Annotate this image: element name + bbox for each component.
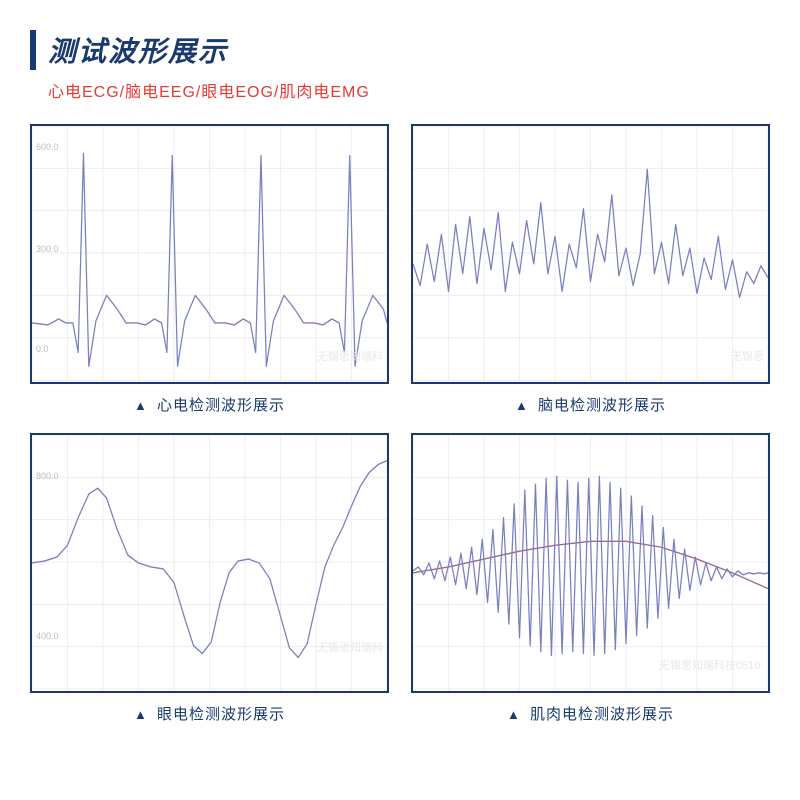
page-title: 测试波形展示: [48, 30, 770, 70]
panel-ecg: 600.0300.00.0无锡思知瑞科▲ 心电检测波形展示: [30, 124, 389, 415]
caption-emg: ▲ 肌肉电检测波形展示: [507, 703, 674, 724]
chart-ecg: 600.0300.00.0无锡思知瑞科: [30, 124, 389, 384]
chart-eeg: 无锡思: [411, 124, 770, 384]
caption-text: 肌肉电检测波形展示: [530, 706, 674, 723]
page-subtitle: 心电ECG/脑电EEG/眼电EOG/肌肉电EMG: [48, 78, 770, 102]
chart-emg: 无锡思知瑞科技0510-: [411, 433, 770, 693]
panel-eog: 800.0400.0无锡思知瑞科▲ 眼电检测波形展示: [30, 433, 389, 724]
chart-grid: 600.0300.00.0无锡思知瑞科▲ 心电检测波形展示无锡思▲ 脑电检测波形…: [30, 124, 770, 724]
y-axis-label: 0.0: [36, 344, 49, 354]
panel-eeg: 无锡思 ▲ 脑电检测波形展示: [411, 124, 770, 415]
caption-text: 脑电检测波形展示: [538, 397, 666, 414]
triangle-icon: ▲: [507, 707, 521, 722]
triangle-icon: ▲: [134, 398, 148, 413]
chart-eog: 800.0400.0无锡思知瑞科: [30, 433, 389, 693]
y-axis-label: 600.0: [36, 142, 59, 152]
triangle-icon: ▲: [515, 398, 529, 413]
caption-text: 眼电检测波形展示: [157, 706, 285, 723]
caption-text: 心电检测波形展示: [157, 397, 285, 414]
caption-ecg: ▲ 心电检测波形展示: [134, 394, 285, 415]
y-axis-label: 300.0: [36, 244, 59, 254]
caption-eeg: ▲ 脑电检测波形展示: [515, 394, 666, 415]
y-axis-label: 800.0: [36, 471, 59, 481]
title-bar: 测试波形展示: [30, 30, 770, 70]
triangle-icon: ▲: [134, 707, 148, 722]
caption-eog: ▲ 眼电检测波形展示: [134, 703, 285, 724]
y-axis-label: 400.0: [36, 631, 59, 641]
panel-emg: 无锡思知瑞科技0510- ▲ 肌肉电检测波形展示: [411, 433, 770, 724]
